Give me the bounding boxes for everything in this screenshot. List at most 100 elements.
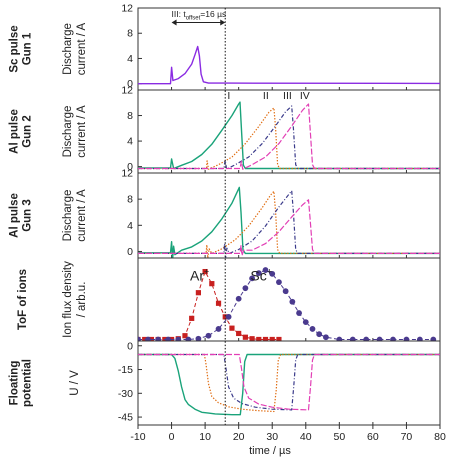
data-point-Ar+ <box>256 336 262 341</box>
panel-floating: 0 -15 -30 -45 Floating potential U / V <box>9 340 441 426</box>
data-point-Sc+ <box>289 298 296 305</box>
data-point-Sc+ <box>255 270 262 276</box>
series-line-series-1 <box>138 353 440 413</box>
ion-label: Ar+ <box>190 267 209 284</box>
data-point-Ar+ <box>249 336 255 341</box>
y-tick-label: 12 <box>121 168 133 180</box>
row-label: Sc pulse <box>9 25 21 72</box>
y-tick-label: 0 <box>127 340 133 352</box>
data-point-Sc+ <box>155 336 162 341</box>
series-line-series-2 <box>138 353 440 411</box>
row-label: potential <box>22 359 34 407</box>
data-point-Sc+ <box>376 336 383 341</box>
row-label: Gun 2 <box>22 115 34 148</box>
data-point-Sc+ <box>242 285 249 292</box>
arrow-head-left <box>171 19 177 26</box>
data-point-Sc+ <box>416 336 423 341</box>
y-axis-label: Discharge <box>62 106 74 158</box>
y-axis-label: current / A <box>76 189 88 242</box>
y-tick-label: 12 <box>121 3 133 15</box>
y-tick-label: 0 <box>127 161 133 173</box>
row-label: Floating <box>9 361 21 406</box>
data-point-Sc+ <box>302 319 309 326</box>
y-tick-label: 8 <box>127 28 133 40</box>
series-line-IV <box>138 103 440 170</box>
plot-area <box>138 45 440 85</box>
data-point-Ar+ <box>142 336 148 341</box>
curve-label: III <box>283 90 292 102</box>
y-tick-label: 0 <box>127 246 133 258</box>
row-label: Gun 3 <box>22 199 34 232</box>
data-point-Sc+ <box>235 295 242 302</box>
row-label: ToF of ions <box>17 269 29 330</box>
y-tick-label: -15 <box>118 364 133 376</box>
series-line-series-0 <box>138 45 440 85</box>
curve-label: IV <box>300 90 310 102</box>
plot-area <box>138 267 437 341</box>
data-point-Sc+ <box>309 326 316 332</box>
data-point-Sc+ <box>316 331 323 338</box>
data-point-Ar+ <box>162 336 168 341</box>
data-point-Sc+ <box>276 279 282 286</box>
data-point-Sc+ <box>225 313 232 320</box>
data-point-Ar+ <box>215 300 222 306</box>
data-point-Ar+ <box>195 290 201 296</box>
row-label: Al pulse <box>9 193 21 238</box>
x-tick-label: -10 <box>130 431 145 443</box>
x-tick-label: 50 <box>333 431 345 443</box>
data-point-Sc+ <box>175 336 182 341</box>
y-tick-label: -30 <box>118 388 133 400</box>
data-point-Ar+ <box>168 336 175 341</box>
panel-tof: ToF of ions Ion flux density / arb.u. Ar+ Sc… <box>17 257 441 342</box>
y-tick-label: 4 <box>127 136 133 148</box>
offset-annotation: III: toffset=16 µs <box>172 9 227 22</box>
x-tick-label: 80 <box>434 431 446 443</box>
y-axis-label: current / A <box>76 22 88 75</box>
y-axis-label: / arb.u. <box>76 282 88 318</box>
data-point-Ar+ <box>276 336 282 341</box>
x-tick-label: 10 <box>199 431 211 443</box>
series-line-series-3 <box>138 353 440 411</box>
y-tick-label: 0 <box>127 78 133 90</box>
data-point-Sc+ <box>336 336 343 341</box>
plot-area <box>138 353 440 416</box>
row-label: Gun 1 <box>22 32 34 65</box>
data-point-Ar+ <box>189 315 195 321</box>
series-line-III <box>138 190 440 258</box>
series-line-II <box>138 190 440 258</box>
data-point-Sc+ <box>323 334 329 341</box>
x-axis-label: time / µs <box>249 445 291 457</box>
series-line-series-0 <box>138 186 440 258</box>
y-tick-label: 8 <box>127 110 133 122</box>
fit-line-Sc+ <box>138 269 434 340</box>
y-axis-label: Discharge <box>62 23 74 75</box>
ion-label: Sc+ <box>250 267 272 284</box>
data-point-Ar+ <box>222 314 228 320</box>
row-label: Al pulse <box>9 109 21 154</box>
series-line-II <box>138 107 440 170</box>
plot-area <box>138 101 440 170</box>
plot-frame <box>137 257 441 342</box>
data-point-Ar+ <box>148 336 155 341</box>
y-axis-label: Ion flux density <box>62 261 74 338</box>
data-point-Sc+ <box>430 336 437 341</box>
data-point-Ar+ <box>269 336 275 341</box>
y-axis-label: Discharge <box>62 190 74 242</box>
data-point-Sc+ <box>363 336 370 341</box>
data-point-Ar+ <box>236 330 242 337</box>
data-point-Ar+ <box>242 334 248 340</box>
plot-frame <box>137 172 441 259</box>
data-point-Sc+ <box>262 267 269 273</box>
data-point-Sc+ <box>296 310 302 316</box>
series-line-I <box>138 101 440 170</box>
data-point-Sc+ <box>215 326 222 332</box>
data-point-Sc+ <box>349 336 356 341</box>
x-axis: -10 0 10 20 30 40 50 60 70 80 <box>130 425 446 443</box>
y-tick-label: -45 <box>118 412 133 424</box>
y-tick-label: 12 <box>121 85 133 97</box>
x-tick-label: 30 <box>266 431 278 443</box>
x-tick-label: 40 <box>300 431 312 443</box>
y-tick-label: 4 <box>127 53 133 65</box>
y-tick-label: 8 <box>127 194 133 206</box>
